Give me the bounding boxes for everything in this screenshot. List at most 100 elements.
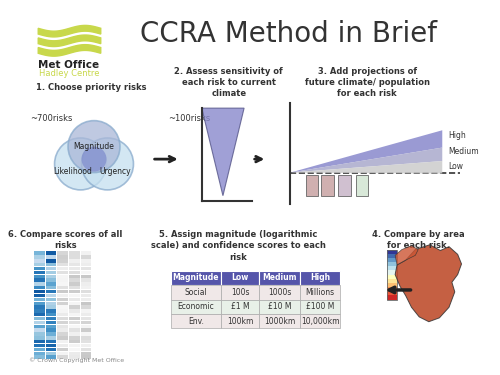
Bar <box>388 262 397 266</box>
Bar <box>221 285 260 300</box>
Text: Hadley Centre: Hadley Centre <box>39 69 100 78</box>
Bar <box>58 290 68 293</box>
Bar <box>171 285 221 300</box>
Bar <box>69 252 80 255</box>
Bar <box>69 278 80 282</box>
Bar <box>80 356 91 359</box>
Bar <box>34 309 45 313</box>
Bar <box>58 317 68 320</box>
Bar <box>80 259 91 262</box>
Bar <box>69 302 80 305</box>
Bar <box>80 282 91 286</box>
Bar <box>260 285 300 300</box>
Bar <box>80 332 91 336</box>
Bar <box>58 267 68 270</box>
Bar <box>58 259 68 262</box>
Bar <box>80 298 91 301</box>
Bar <box>46 332 56 336</box>
Text: Magnitude: Magnitude <box>74 142 114 151</box>
Bar <box>34 286 45 290</box>
Bar <box>69 259 80 262</box>
Bar <box>34 255 45 259</box>
Bar <box>34 351 45 355</box>
Bar <box>260 300 300 314</box>
Text: © Crown Copyright Met Office: © Crown Copyright Met Office <box>28 357 124 363</box>
Polygon shape <box>290 161 442 174</box>
Bar <box>46 286 56 290</box>
Text: 5. Assign magnitude (logarithmic
scale) and confidence scores to each
risk: 5. Assign magnitude (logarithmic scale) … <box>151 230 326 261</box>
Text: ~700risks: ~700risks <box>30 114 73 123</box>
Bar <box>58 305 68 309</box>
Bar <box>58 263 68 266</box>
Bar <box>34 332 45 336</box>
Bar <box>34 313 45 316</box>
Polygon shape <box>290 148 442 172</box>
Bar <box>69 305 80 309</box>
Bar <box>69 271 80 274</box>
Text: £1 M: £1 M <box>231 302 250 311</box>
Bar <box>69 282 80 286</box>
Bar <box>69 263 80 266</box>
Text: Urgency: Urgency <box>100 167 131 176</box>
Bar <box>58 274 68 278</box>
Bar <box>34 336 45 339</box>
Bar <box>34 290 45 293</box>
Text: CCRA Method in Brief: CCRA Method in Brief <box>140 20 437 48</box>
Bar <box>69 255 80 259</box>
Bar <box>300 271 341 285</box>
Text: Medium: Medium <box>262 273 297 282</box>
Bar <box>46 305 56 309</box>
Bar <box>34 267 45 270</box>
Text: 4. Compare by area
for each risk.: 4. Compare by area for each risk. <box>372 230 464 251</box>
Bar <box>58 351 68 355</box>
Text: 100s: 100s <box>231 288 250 297</box>
Bar <box>69 328 80 332</box>
Circle shape <box>82 138 134 190</box>
Text: High: High <box>310 273 330 282</box>
Bar <box>58 332 68 336</box>
Circle shape <box>54 138 106 190</box>
Bar <box>46 255 56 259</box>
Bar <box>80 328 91 332</box>
Bar <box>58 282 68 286</box>
Bar <box>69 344 80 347</box>
Text: 6. Compare scores of all
risks: 6. Compare scores of all risks <box>8 230 122 251</box>
Bar <box>80 294 91 297</box>
Bar <box>46 267 56 270</box>
Bar <box>34 344 45 347</box>
Bar <box>171 271 221 285</box>
Bar <box>58 344 68 347</box>
Bar <box>58 286 68 290</box>
Bar <box>80 313 91 316</box>
Text: Likelihood: Likelihood <box>54 167 92 176</box>
Bar <box>388 287 397 291</box>
Bar <box>34 259 45 262</box>
Bar <box>80 321 91 324</box>
Bar <box>46 259 56 262</box>
Bar <box>46 278 56 282</box>
Bar <box>338 174 351 196</box>
Bar <box>69 286 80 290</box>
Bar <box>321 174 334 196</box>
Bar <box>80 290 91 293</box>
Text: Low: Low <box>448 162 463 171</box>
Text: Met Office: Met Office <box>38 60 100 70</box>
Bar <box>80 278 91 282</box>
Bar <box>34 263 45 266</box>
Bar <box>221 271 260 285</box>
Bar <box>300 314 341 328</box>
Text: Medium: Medium <box>448 147 478 156</box>
Circle shape <box>68 121 120 172</box>
Bar <box>46 263 56 266</box>
Bar <box>46 317 56 320</box>
Bar <box>34 282 45 286</box>
Bar <box>80 344 91 347</box>
Bar <box>80 274 91 278</box>
Text: Millions: Millions <box>306 288 334 297</box>
Bar <box>58 356 68 359</box>
Bar <box>46 321 56 324</box>
Polygon shape <box>38 45 101 56</box>
Bar <box>80 255 91 259</box>
Bar <box>34 278 45 282</box>
Text: 1000km: 1000km <box>264 317 296 326</box>
